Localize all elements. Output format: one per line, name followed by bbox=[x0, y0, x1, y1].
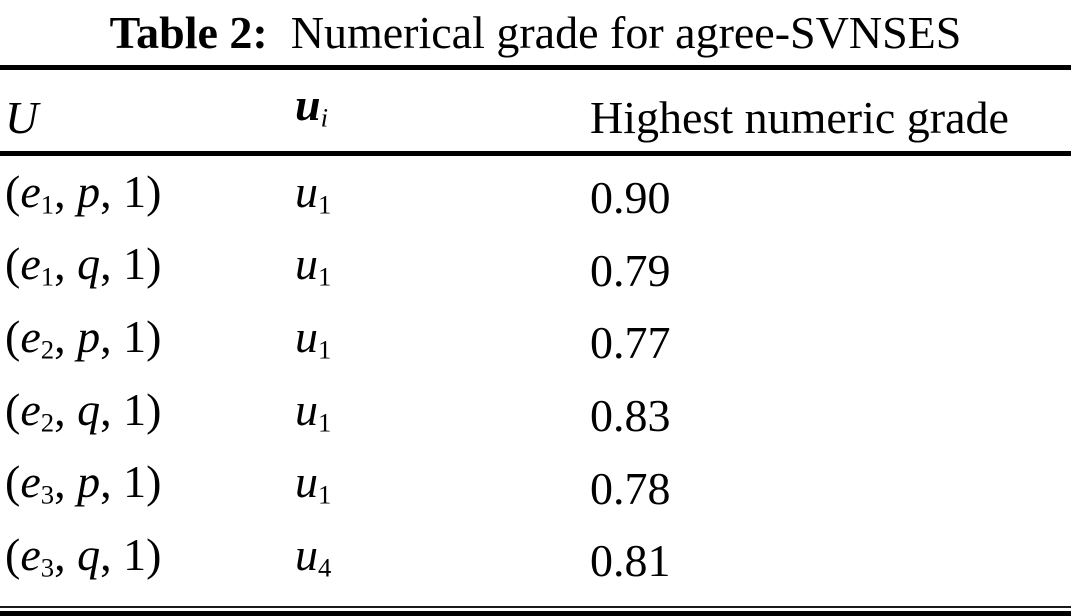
column-header-U: U bbox=[0, 67, 295, 156]
table-row: (e3, p, 1) u1 0.78 bbox=[0, 452, 1071, 525]
cell-grade: 0.83 bbox=[590, 389, 671, 441]
header-row: U ui Highest numeric grade bbox=[0, 67, 1071, 156]
cell-U: (e2, p, 1) bbox=[5, 310, 162, 365]
cell-U: (e1, p, 1) bbox=[5, 165, 162, 220]
cell-grade: 0.81 bbox=[590, 535, 671, 587]
table-row: (e2, p, 1) u1 0.77 bbox=[0, 307, 1071, 380]
column-header-highest-numeric-grade: Highest numeric grade bbox=[590, 67, 1071, 156]
cell-U: (e2, q, 1) bbox=[5, 383, 162, 438]
cell-ui: u1 bbox=[295, 383, 332, 438]
cell-grade: 0.90 bbox=[590, 171, 671, 223]
numeric-grade-table: U ui Highest numeric grade (e1, p, 1) u1 0… bbox=[0, 65, 1071, 598]
table-row: (e1, p, 1) u1 0.90 bbox=[0, 153, 1071, 234]
cell-grade: 0.79 bbox=[590, 244, 671, 296]
table-row: (e3, q, 1) u4 0.81 bbox=[0, 525, 1071, 598]
cell-ui: u4 bbox=[295, 528, 332, 583]
bottom-rule-thin bbox=[0, 605, 1071, 608]
cell-ui: u1 bbox=[295, 310, 332, 365]
cell-grade: 0.78 bbox=[590, 462, 671, 514]
table-body: (e1, p, 1) u1 0.90 (e1, q, 1) u1 0.79 (e2, p, … bbox=[0, 153, 1071, 597]
cell-ui: u1 bbox=[295, 456, 332, 510]
table-title: Table 2: Numerical grade for agree-SVNSE… bbox=[109, 7, 962, 58]
cell-U: (e1, q, 1) bbox=[5, 238, 162, 292]
cell-ui: u1 bbox=[295, 238, 332, 292]
cell-U: (e3, p, 1) bbox=[5, 456, 162, 510]
column-header-ui: ui bbox=[295, 67, 590, 156]
paper-table-figure: Table 2: Numerical grade for agree-SVNSE… bbox=[0, 7, 1071, 616]
table-row: (e2, q, 1) u1 0.83 bbox=[0, 380, 1071, 453]
cell-ui: u1 bbox=[295, 165, 332, 220]
cell-U: (e3, q, 1) bbox=[5, 528, 162, 583]
table-row: (e1, q, 1) u1 0.79 bbox=[0, 234, 1071, 307]
bottom-rule-thick bbox=[0, 610, 1071, 616]
cell-grade: 0.77 bbox=[590, 317, 671, 369]
